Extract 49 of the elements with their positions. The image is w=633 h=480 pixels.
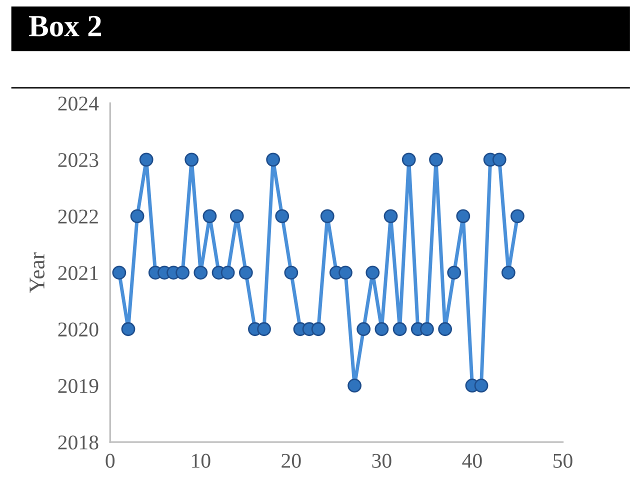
y-tick-label: 2024 <box>58 96 99 111</box>
point <box>392 322 407 336</box>
point <box>384 209 398 224</box>
point <box>139 152 154 167</box>
point <box>266 152 280 167</box>
point <box>220 266 235 280</box>
point <box>311 322 326 336</box>
point <box>130 209 144 224</box>
x-tick-label: 20 <box>282 454 301 468</box>
chart-title: Box 2 <box>28 16 102 36</box>
point <box>184 152 199 167</box>
y-axis-title: Year <box>30 252 45 293</box>
point <box>366 266 380 280</box>
point <box>194 266 208 280</box>
y-tick-label: 2018 <box>58 435 98 450</box>
point <box>429 152 443 167</box>
point <box>474 378 488 393</box>
point <box>510 209 524 224</box>
point <box>257 322 271 336</box>
y-tick-label: 2023 <box>58 153 98 168</box>
x-tick-label: 40 <box>462 454 482 468</box>
point <box>238 266 253 280</box>
point <box>356 322 371 336</box>
point <box>176 266 190 280</box>
point <box>112 266 126 280</box>
point <box>348 378 362 393</box>
point <box>447 266 462 280</box>
x-tick-label: 10 <box>192 454 210 468</box>
point <box>275 209 290 224</box>
x-tick-label: 50 <box>554 454 572 468</box>
y-tick-label: 2021 <box>58 266 98 280</box>
point <box>492 152 506 167</box>
y-tick-label: 2022 <box>58 210 98 224</box>
point <box>320 209 334 224</box>
x-tick-label: 0 <box>106 454 115 468</box>
point <box>284 266 298 280</box>
point <box>501 266 516 280</box>
point <box>338 266 352 280</box>
point <box>438 322 452 336</box>
point <box>402 152 416 167</box>
x-tick-label: 30 <box>372 454 392 468</box>
point <box>456 209 470 224</box>
point <box>202 209 217 224</box>
point <box>374 322 389 336</box>
point <box>420 322 434 336</box>
y-tick-label: 2020 <box>58 322 98 337</box>
point <box>230 209 244 224</box>
y-tick-label: 2019 <box>58 378 98 394</box>
point <box>121 322 136 336</box>
